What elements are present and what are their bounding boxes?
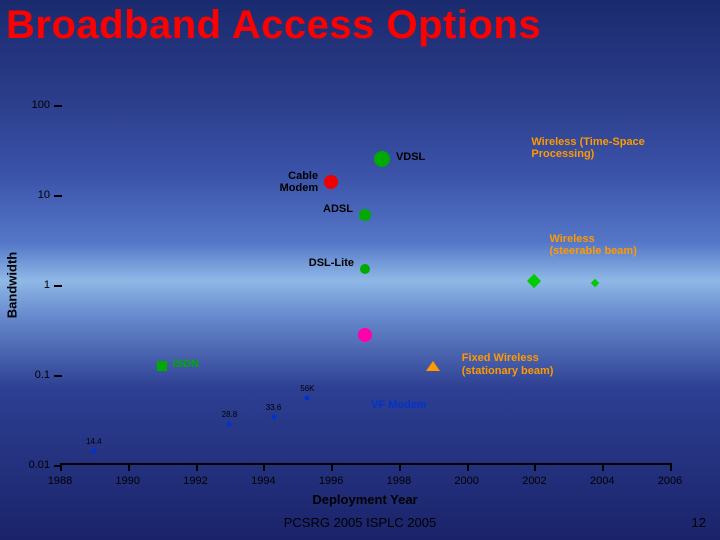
modem-33.6-point (271, 415, 276, 420)
wireless-tsp-label: Wireless (Time-SpaceProcessing) (531, 136, 644, 161)
x-tick (196, 463, 198, 471)
x-tick-label: 1998 (387, 475, 411, 487)
y-tick (54, 375, 62, 377)
wireless-steerable-point (527, 273, 541, 287)
x-tick (331, 463, 333, 471)
x-tick-label: 2002 (522, 475, 546, 487)
vdsl-point (374, 151, 390, 167)
bandwidth-chart: Bandwidth Deployment Year 14.428.833.656… (60, 105, 670, 465)
isdn-point (157, 361, 167, 371)
x-tick-label: 1994 (251, 475, 275, 487)
y-tick-label: 0.1 (35, 369, 50, 381)
modem-28.8-mini-label: 28.8 (222, 410, 238, 419)
wireless-steerable-2-point (591, 279, 599, 287)
modem-14.4-mini-label: 14.4 (86, 437, 102, 446)
satellite-point (358, 328, 372, 342)
x-tick-label: 1992 (183, 475, 207, 487)
x-tick (399, 463, 401, 471)
modem-33.6-mini-label: 33.6 (266, 403, 282, 412)
x-axis-label: Deployment Year (312, 492, 417, 507)
y-tick (54, 195, 62, 197)
y-tick (54, 105, 62, 107)
y-axis-label: Bandwidth (5, 252, 20, 318)
modem-14.4-point (91, 448, 96, 453)
x-tick (263, 463, 265, 471)
dsl-lite-label: DSL-Lite (309, 257, 354, 270)
modem-56k-mini-label: 56K (300, 384, 314, 393)
x-tick (534, 463, 536, 471)
y-tick-label: 100 (32, 99, 50, 111)
vdsl-label: VDSL (396, 151, 425, 164)
wireless-steerable-label: Wireless(steerable beam) (549, 233, 636, 258)
cable-modem-label: CableModem (280, 170, 319, 195)
x-tick-label: 2000 (454, 475, 478, 487)
modem-28.8-point (227, 421, 232, 426)
page-number: 12 (692, 515, 706, 530)
y-tick-label: 10 (38, 189, 50, 201)
x-tick (128, 463, 130, 471)
adsl-point (359, 209, 371, 221)
x-tick (670, 463, 672, 471)
x-tick-label: 2006 (658, 475, 682, 487)
adsl-label: ADSL (323, 203, 353, 216)
isdn-label: ISDN (173, 358, 199, 371)
x-tick (467, 463, 469, 471)
fixed-wireless-point (426, 361, 440, 371)
y-tick (54, 465, 62, 467)
cable-modem-point (324, 175, 338, 189)
x-tick-label: 1988 (48, 475, 72, 487)
x-tick-label: 2004 (590, 475, 614, 487)
x-tick (602, 463, 604, 471)
fixed-wireless-label: Fixed Wireless(stationary beam) (462, 352, 554, 377)
dsl-lite-point (360, 264, 370, 274)
vf-modem-label: VF Modem (371, 399, 427, 412)
y-tick-label: 0.01 (29, 459, 50, 471)
page-title: Broadband Access Options (0, 0, 720, 46)
y-tick-label: 1 (44, 279, 50, 291)
modem-56k-point (305, 395, 310, 400)
x-axis (60, 463, 670, 465)
y-tick (54, 285, 62, 287)
x-tick-label: 1996 (319, 475, 343, 487)
x-tick-label: 1990 (116, 475, 140, 487)
footer-text: PCSRG 2005 ISPLC 2005 (0, 515, 720, 530)
